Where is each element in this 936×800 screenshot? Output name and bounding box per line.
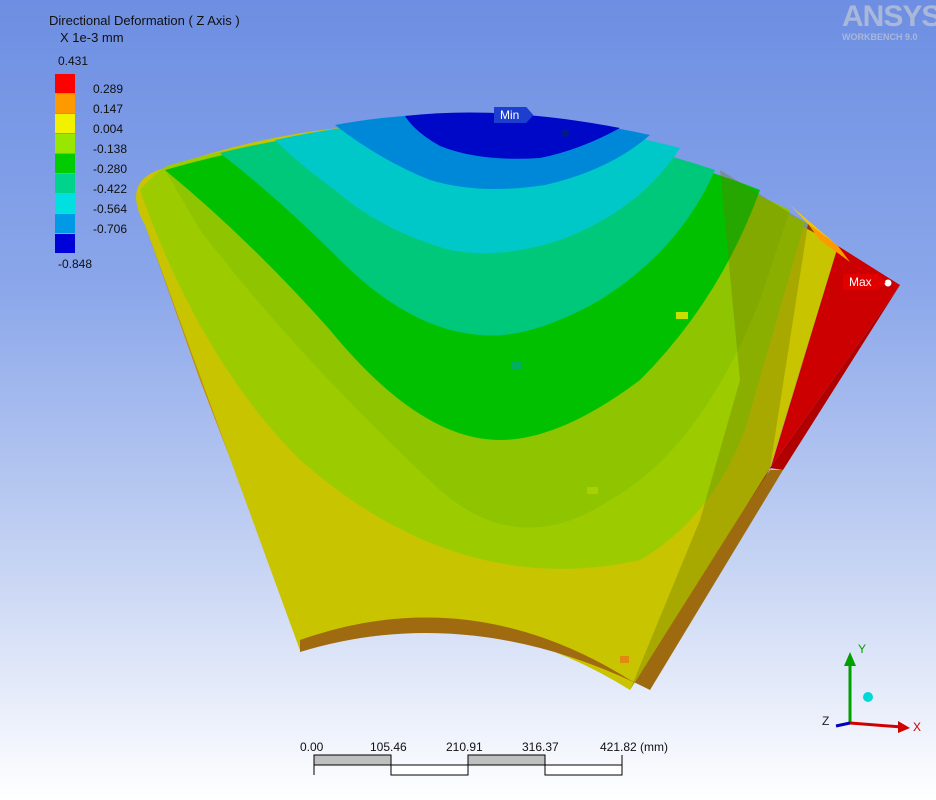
legend-color-bar (55, 74, 75, 253)
legend-band-value: 0.004 (93, 122, 124, 136)
axis-x-label: X (913, 720, 922, 734)
axis-triad[interactable]: Y X Z (810, 640, 930, 750)
contour-band-darkblue (405, 112, 620, 159)
legend-swatch (55, 174, 75, 193)
legend-swatch (55, 234, 75, 253)
legend-band-value: 0.147 (93, 102, 124, 116)
scale-bar: 0.00 105.46 210.91 316.37 421.82 (mm) (290, 735, 690, 785)
scale-tick-label: 210.91 (446, 740, 483, 754)
legend-swatch (55, 94, 75, 113)
brand-logo-text: ANSYS (842, 0, 936, 33)
model-side-shading (630, 170, 808, 690)
legend-band-value: -0.280 (93, 162, 128, 176)
node-marker (676, 312, 688, 319)
legend-band-value: -0.564 (93, 202, 128, 216)
contour-legend: Directional Deformation ( Z Axis ) X 1e-… (0, 0, 260, 280)
scale-tick-label: 421.82 (mm) (600, 740, 669, 754)
scale-tick-label: 0.00 (300, 740, 324, 754)
legend-swatch (55, 214, 75, 233)
model-end-face-max (770, 246, 900, 470)
legend-title: Directional Deformation ( Z Axis ) (49, 13, 240, 28)
max-probe-label[interactable]: Max (843, 274, 886, 290)
legend-swatch (55, 134, 75, 153)
contour-band-orange-edge (790, 205, 838, 246)
model-end-face-lower (630, 470, 783, 690)
brand-subtitle: WORKBENCH 9.0 (842, 32, 918, 42)
legend-swatch (55, 194, 75, 213)
legend-band-value: -0.706 (93, 222, 128, 236)
legend-swatch (55, 154, 75, 173)
scale-tick-label: 316.37 (522, 740, 559, 754)
legend-min-value: -0.848 (58, 257, 93, 271)
min-probe-label[interactable]: Min (494, 107, 534, 123)
max-location-marker (883, 278, 893, 288)
min-location-marker (561, 129, 569, 137)
scale-bar-graphic (313, 754, 623, 776)
legend-band-value: -0.422 (93, 182, 128, 196)
node-marker (620, 656, 629, 663)
model-bottom-edge (300, 617, 650, 690)
node-marker (587, 487, 598, 494)
legend-swatch (55, 114, 75, 133)
ansys-logo: ANSYS WORKBENCH 9.0 (842, 0, 936, 44)
contour-band-orange (808, 224, 850, 262)
model-end-face-dark (770, 285, 900, 470)
legend-units: X 1e-3 mm (60, 30, 124, 45)
node-marker (511, 362, 521, 369)
legend-band-value: 0.289 (93, 82, 124, 96)
legend-max-value: 0.431 (58, 54, 89, 68)
triad-graphic (835, 652, 910, 733)
legend-swatch (55, 74, 75, 93)
scale-tick-label: 105.46 (370, 740, 407, 754)
axis-y-label: Y (858, 642, 867, 656)
legend-band-value: -0.138 (93, 142, 128, 156)
axis-z-label: Z (822, 714, 830, 728)
